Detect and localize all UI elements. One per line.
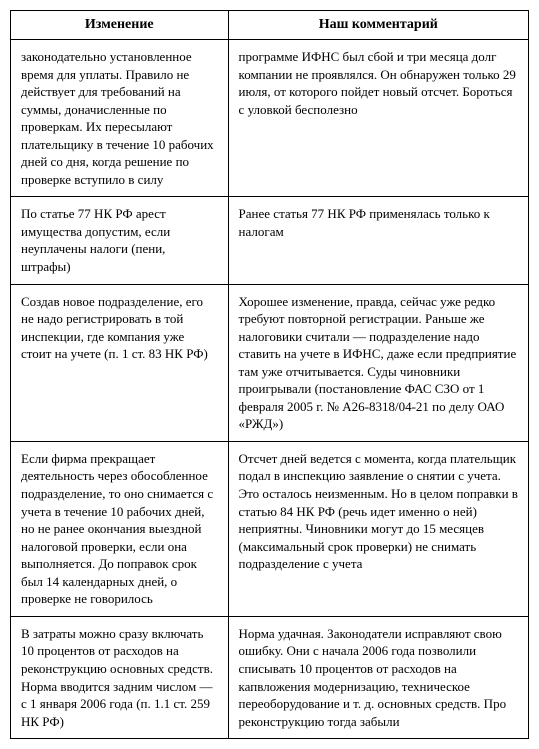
table-row: законодательно установленное время для у… [11, 40, 529, 197]
table-row: В затраты можно сразу включать 10 процен… [11, 616, 529, 738]
header-comment: Наш комментарий [228, 11, 528, 40]
cell-change: По статье 77 НК РФ арест имущества допус… [11, 197, 229, 284]
cell-change: Если фирма прекращает деятельность через… [11, 441, 229, 616]
header-change: Изменение [11, 11, 229, 40]
cell-change: Создав новое подразделение, его не надо … [11, 284, 229, 441]
cell-comment: Отсчет дней ведется с момента, когда пла… [228, 441, 528, 616]
cell-comment: Ранее статья 77 НК РФ применялась только… [228, 197, 528, 284]
cell-comment: программе ИФНС был сбой и три месяца дол… [228, 40, 528, 197]
table-row: По статье 77 НК РФ арест имущества допус… [11, 197, 529, 284]
cell-comment: Хорошее изменение, правда, сейчас уже ре… [228, 284, 528, 441]
cell-comment: Норма удачная. Законодатели исправляют с… [228, 616, 528, 738]
changes-table: Изменение Наш комментарий законодательно… [10, 10, 529, 739]
cell-change: законодательно установленное время для у… [11, 40, 229, 197]
table-row: Создав новое подразделение, его не надо … [11, 284, 529, 441]
table-row: Если фирма прекращает деятельность через… [11, 441, 529, 616]
cell-change: В затраты можно сразу включать 10 процен… [11, 616, 229, 738]
